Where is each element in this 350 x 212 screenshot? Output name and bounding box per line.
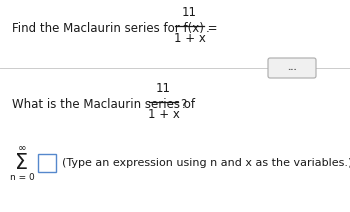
Text: 1 + x: 1 + x [174,32,205,46]
Text: .: . [206,22,210,35]
Text: n = 0: n = 0 [10,173,34,181]
Text: 11: 11 [182,7,197,20]
FancyBboxPatch shape [268,58,316,78]
Bar [38,154,56,172]
Text: Find the Maclaurin series for f(x) =: Find the Maclaurin series for f(x) = [12,22,221,35]
Text: ∞: ∞ [18,143,26,153]
Text: ?: ? [180,98,187,111]
Text: (Type an expression using n and x as the variables.): (Type an expression using n and x as the… [62,158,350,168]
Text: ...: ... [287,64,297,73]
Text: 1 + x: 1 + x [147,109,180,121]
Text: 11: 11 [156,82,171,95]
Text: Σ: Σ [15,153,29,173]
Text: What is the Maclaurin series of: What is the Maclaurin series of [12,98,199,111]
